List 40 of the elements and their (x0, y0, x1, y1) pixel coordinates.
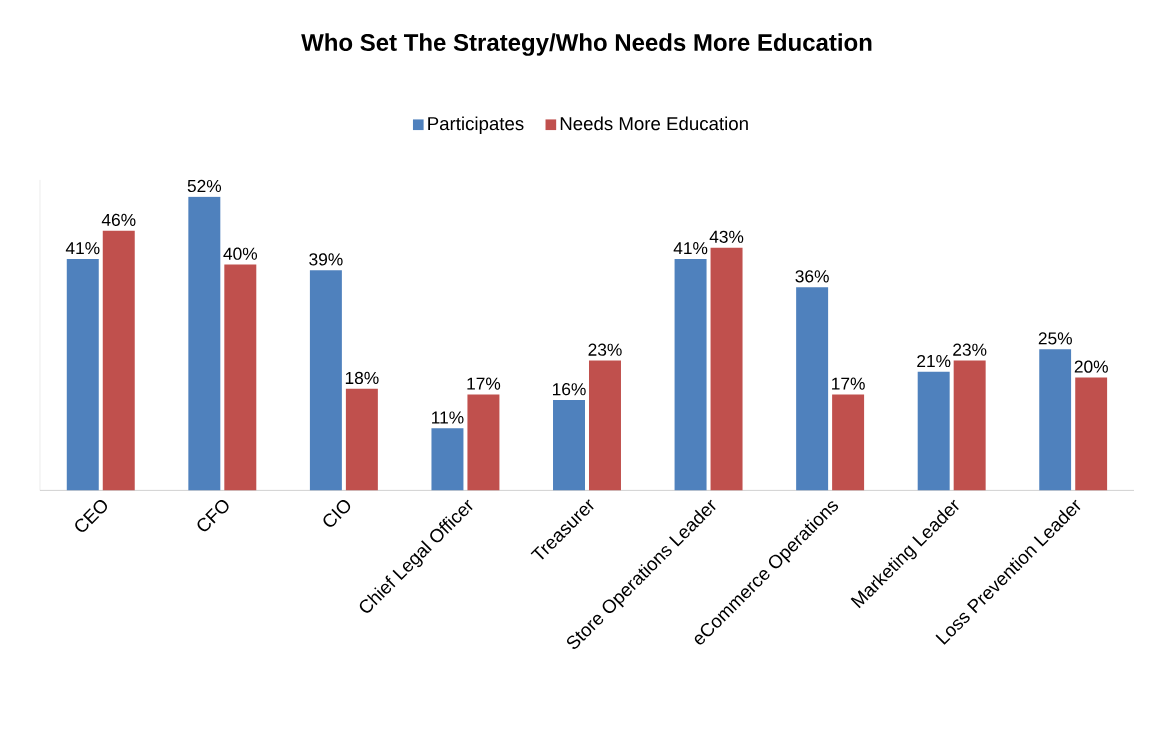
data-label: 36% (795, 270, 829, 283)
legend-label: Needs More Education (560, 116, 748, 131)
bar (102, 230, 135, 491)
data-label: 17% (832, 377, 865, 390)
data-label: 40% (223, 247, 258, 260)
data-label: 20% (1074, 360, 1108, 373)
bar (188, 196, 221, 491)
bar (431, 428, 464, 491)
data-label: 23% (588, 343, 622, 356)
bar (710, 247, 743, 491)
bar (345, 388, 378, 491)
data-label: 17% (467, 377, 501, 390)
bar (953, 360, 986, 491)
bar (467, 394, 500, 491)
data-label: 46% (101, 213, 136, 226)
data-label: 43% (709, 230, 744, 243)
bar (224, 264, 257, 491)
data-label: 23% (953, 343, 987, 356)
bar (796, 287, 829, 491)
data-label: 41% (65, 241, 100, 255)
bar (66, 258, 99, 491)
data-label: 21% (917, 354, 951, 368)
bar (309, 270, 342, 491)
x-tick-label: CIO (323, 499, 351, 527)
data-label: 25% (1038, 332, 1072, 345)
data-label: 39% (309, 253, 343, 266)
bar (1039, 349, 1072, 491)
bar (1075, 377, 1108, 491)
data-label: 41% (673, 241, 708, 255)
chart-title: Who Set The Strategy/Who Needs More Education (301, 33, 872, 56)
data-label: 16% (552, 382, 586, 396)
bar (674, 258, 707, 491)
bar (553, 399, 585, 491)
bar (589, 360, 621, 491)
data-label: 52% (187, 179, 222, 193)
bar (832, 394, 865, 491)
data-label: 18% (345, 371, 379, 384)
legend-label: Participates (428, 116, 524, 134)
bar (917, 371, 950, 491)
data-label: 11% (432, 411, 464, 424)
